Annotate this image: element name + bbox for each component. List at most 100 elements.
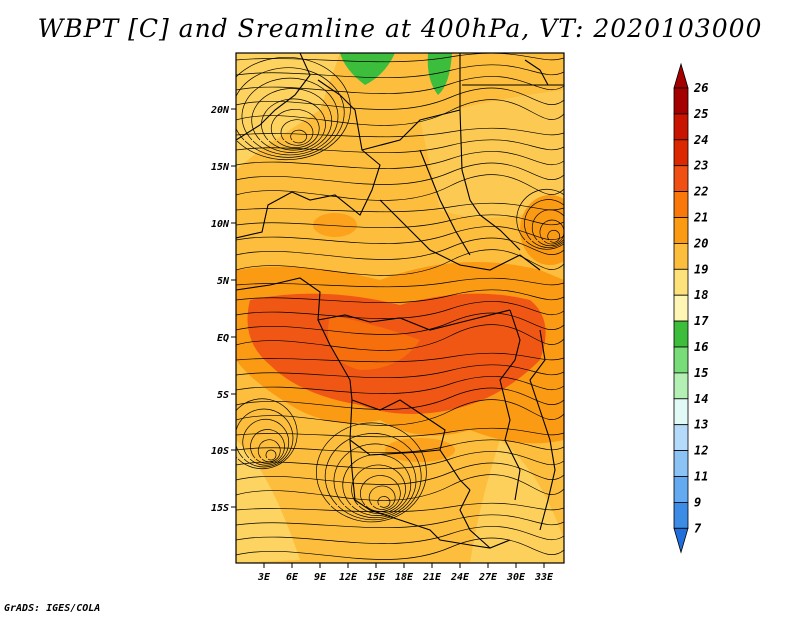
streamline [236,162,564,185]
lon-label-21e: 21E [422,572,442,583]
streamline [539,219,564,245]
streamline [531,209,564,247]
streamline [324,433,422,521]
streamline [236,451,564,469]
colorbar-swatch [673,242,689,270]
streamline [236,237,564,260]
streamline [236,76,564,94]
lon-label-9e: 9E [314,572,327,583]
wbpt-field [236,53,564,563]
streamline [236,301,564,319]
streamline [236,526,564,544]
colorbar-swatch [673,217,689,244]
lat-label-10s: 10S [211,446,229,457]
streamline [368,485,396,510]
colorbar-label: 7 [694,521,702,535]
chart-title: WBPT [C] and Sreamline at 400hPa, VT: 20… [37,14,763,43]
lon-label-24e: 24E [450,572,470,583]
lon-label-30e: 30E [506,572,526,583]
streamline [270,108,320,149]
streamline [236,474,564,501]
streamline [236,214,564,229]
streamlines [236,53,564,560]
colorbar-label: 21 [693,211,708,225]
streamline [236,408,294,468]
colorbar-label: 23 [693,159,708,173]
lat-label-15n: 15N [211,162,230,173]
colorbar-swatch [673,294,689,322]
colorbar-label: 22 [693,185,708,199]
streamline [236,53,564,63]
streamline [236,139,564,154]
streamline [236,127,564,138]
streamline [236,226,564,244]
streamline [316,422,427,523]
colorbar-label: 25 [693,107,708,121]
colorbar-label: 24 [693,133,708,147]
streamline [251,88,333,153]
colorbar-label: 13 [694,418,708,432]
streamline [236,277,564,288]
streamline [547,229,561,243]
lat-label-10n: 10N [211,219,230,230]
lon-label-33e: 33E [534,572,554,583]
colorbar: 26 25 24 23 22 21 20 19 18 17 16 15 14 13 12 11 9 7 [673,62,709,554]
colorbar-swatch [673,268,689,296]
streamline [516,188,564,250]
streamline [524,199,564,248]
streamline [236,462,564,485]
streamline [261,98,326,151]
streamline [236,364,564,379]
streamline [236,312,564,335]
lon-label-6e: 6E [286,572,299,583]
streamline [236,56,351,161]
colorbar-label: 17 [694,314,709,328]
lat-label-5n: 5N [217,276,230,287]
streamline [351,464,406,514]
streamline [236,174,564,201]
colorbar-label: 19 [694,262,708,276]
lat-label-eq: EQ [217,333,229,344]
streamline [241,77,339,156]
streamline [236,67,345,158]
streamline [236,99,564,126]
streamline [377,496,391,508]
colorbar-label: 15 [694,366,708,380]
colorbar-bottom-arrow [673,527,689,554]
colorbar-label: 18 [694,288,708,302]
streamline [236,387,564,410]
streamline [290,129,308,144]
streamline [236,376,564,394]
streamline [250,429,285,464]
streamline [360,475,401,512]
colorbar-label: 20 [693,236,708,250]
colorbar-swatch [673,476,689,503]
streamline [236,537,564,560]
colorbar-label: 14 [694,392,708,406]
streamline [236,398,298,470]
streamline [236,151,564,169]
colorbar-swatch [673,346,689,374]
streamline [280,119,314,146]
colorbar-swatch [673,398,689,426]
colorbar-label: 26 [693,81,708,95]
colorbar-swatch [673,113,689,141]
streamline [257,439,281,463]
colorbar-swatch [673,372,689,400]
streamline [236,502,564,513]
streamline [236,399,564,426]
streamline [236,87,564,110]
footer-credit: GrADS: IGES/COLA [4,603,101,614]
streamline [236,439,564,454]
lat-label-20n: 20N [210,105,230,116]
colorbar-swatch [673,450,689,477]
streamline [265,449,277,461]
streamline [236,324,564,351]
lon-label-27e: 27E [478,572,498,583]
streamline [236,202,564,213]
colorbar-label: 16 [694,340,708,354]
streamline [236,514,564,529]
colorbar-swatch [673,165,689,192]
country-boundaries [236,53,564,549]
colorbar-swatch [673,139,689,167]
